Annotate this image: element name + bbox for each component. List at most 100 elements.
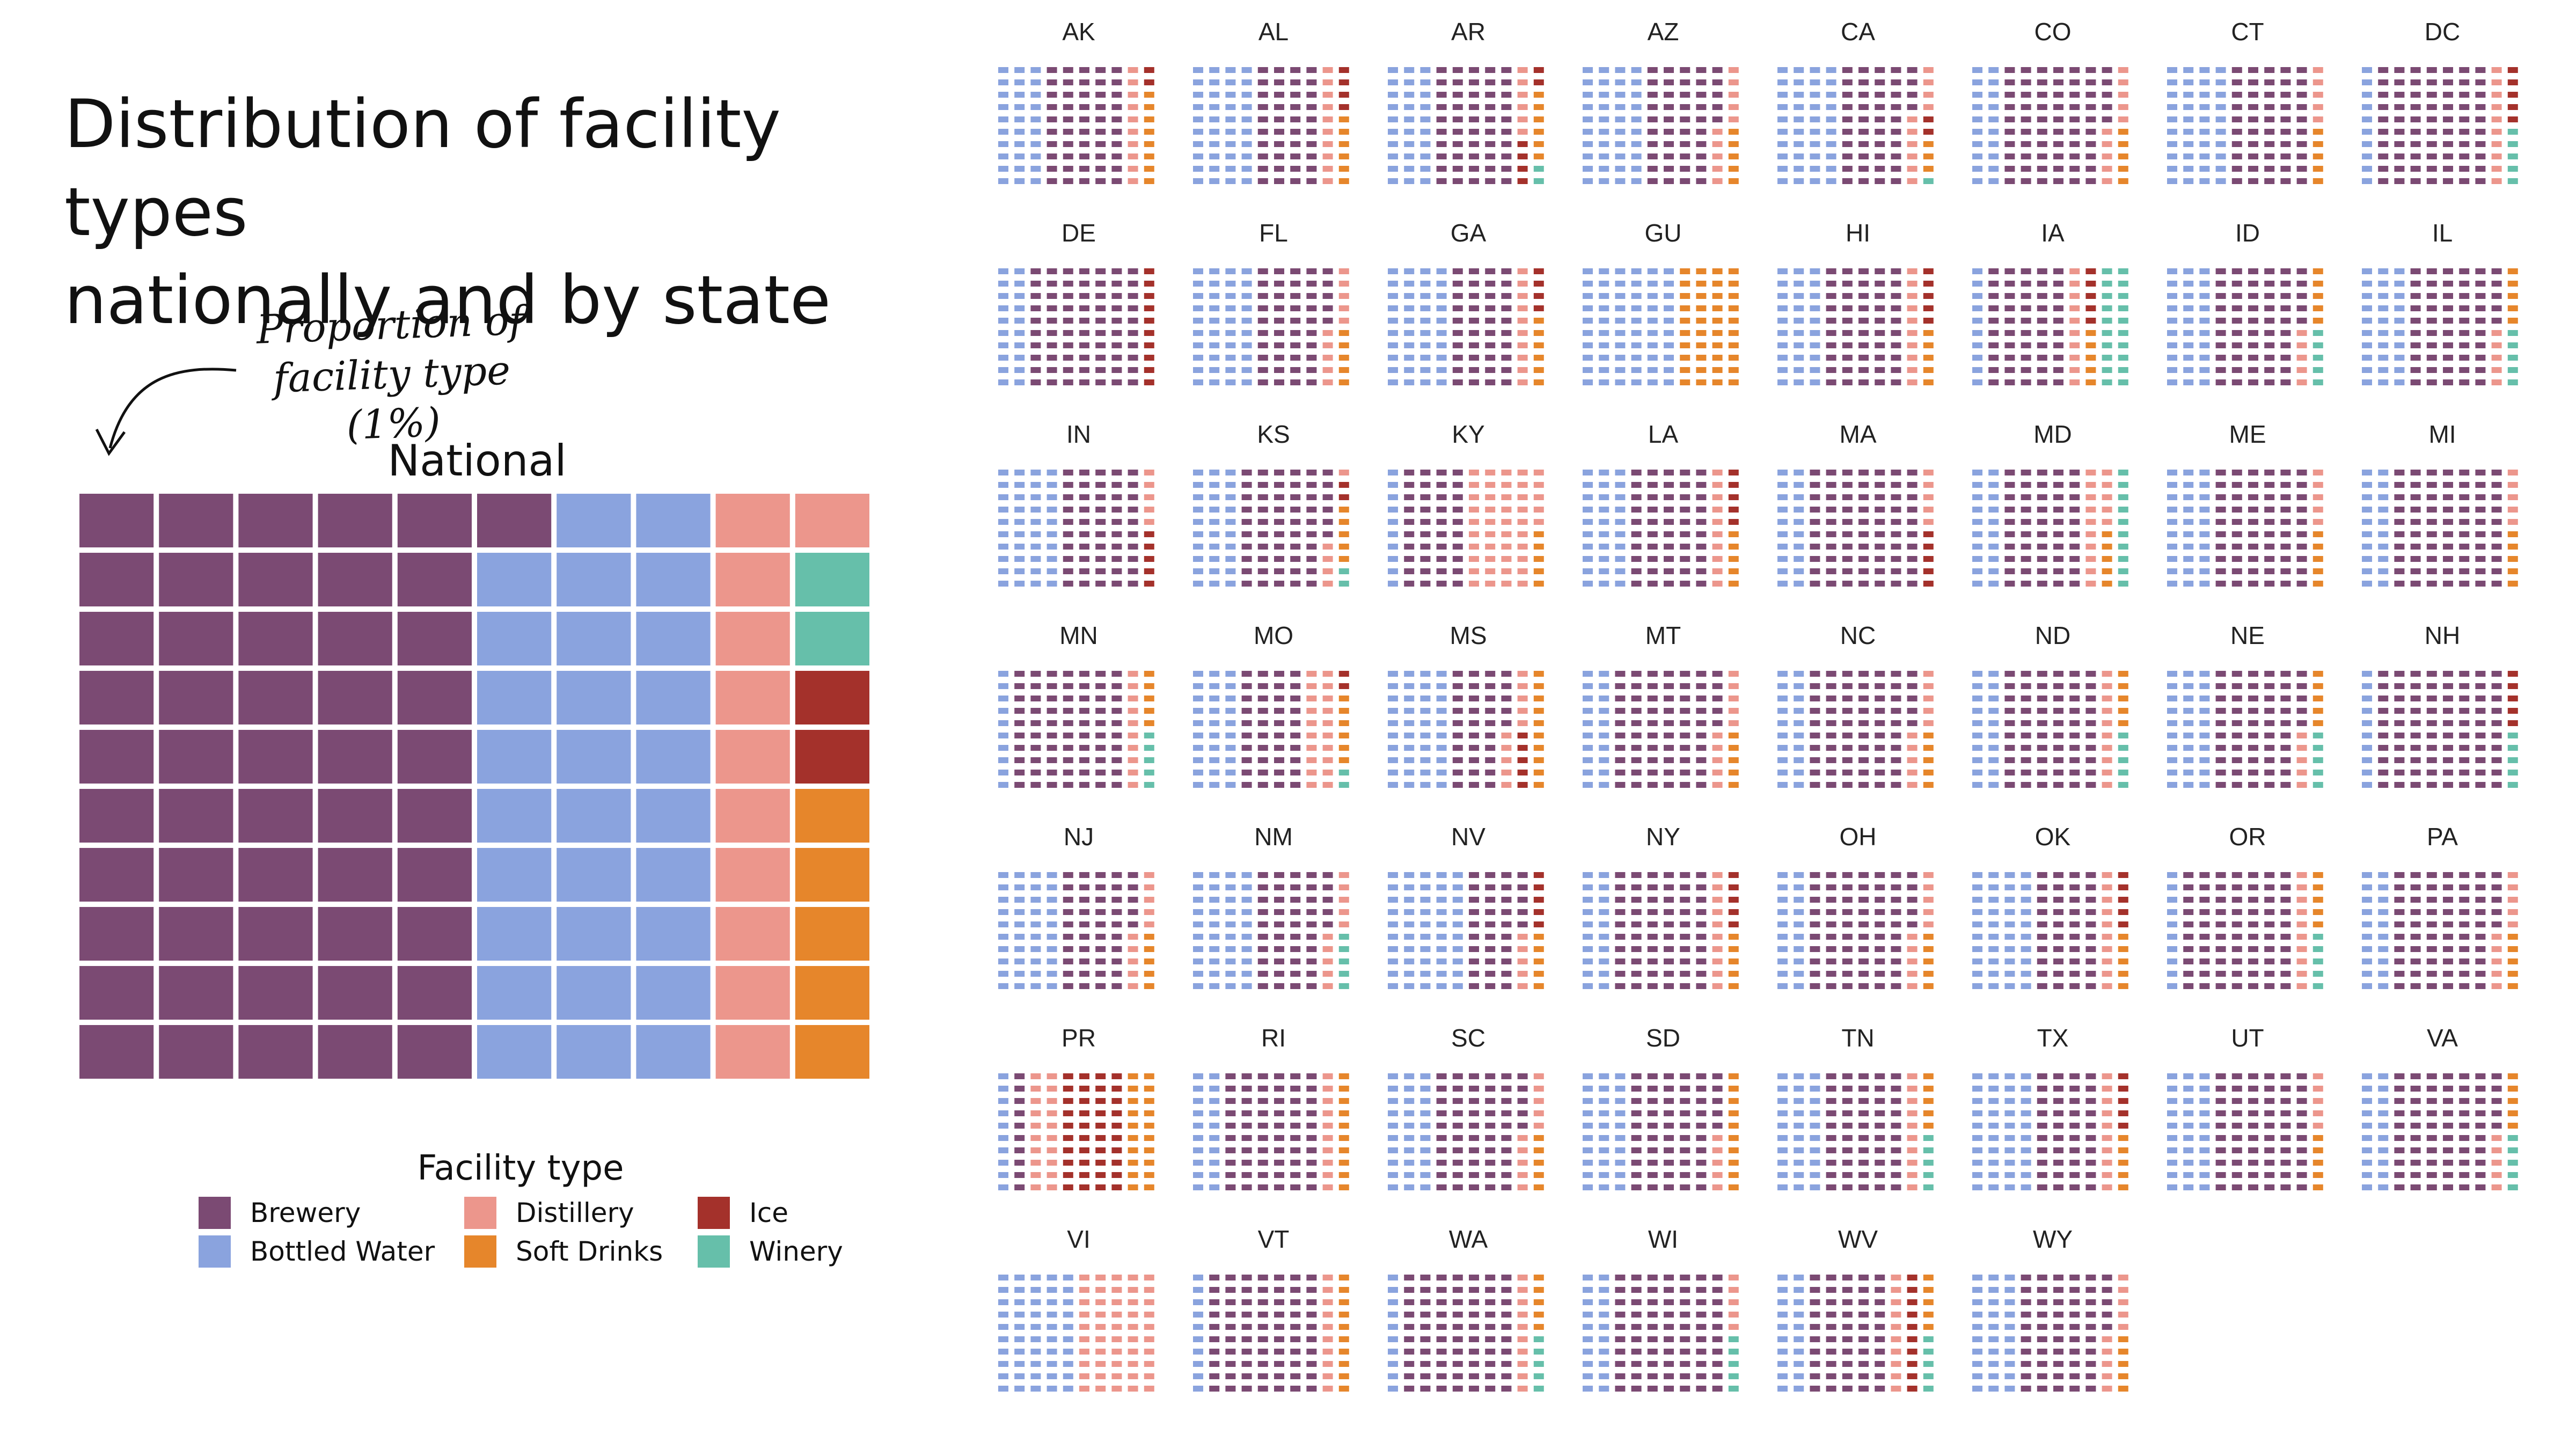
state-square-nd-brewery	[2069, 745, 2080, 751]
state-square-va-brewery	[2443, 1086, 2453, 1092]
state-square-ky-brewery	[1436, 568, 1447, 574]
state-square-va-brewery	[2426, 1184, 2437, 1190]
state-square-nj-brewery	[1128, 872, 1138, 878]
state-square-or-brewery	[2215, 983, 2226, 989]
state-square-il-bottled-water	[2394, 281, 2405, 287]
state-square-co-brewery	[2069, 153, 2080, 159]
state-square-ne-brewery	[2264, 733, 2275, 738]
state-square-vi-bottled-water	[1046, 1287, 1057, 1293]
state-square-hi-ice	[1923, 318, 1934, 324]
state-square-ct-bottled-water	[2183, 166, 2194, 172]
state-square-md-brewery	[2037, 531, 2047, 537]
state-square-de-brewery	[1063, 268, 1073, 274]
state-square-co-soft-drinks	[2118, 178, 2128, 184]
state-square-md-brewery	[2004, 482, 2015, 488]
state-square-al-bottled-water	[1209, 178, 1220, 184]
state-square-in-brewery	[1079, 470, 1089, 475]
state-square-ny-brewery	[1696, 983, 1707, 989]
state-square-tn-distillery	[1907, 1147, 1918, 1153]
state-square-sd-brewery	[1680, 1073, 1690, 1079]
state-square-pr-ice	[1079, 1184, 1089, 1190]
state-square-ky-distillery	[1469, 544, 1479, 550]
state-square-tx-soft-drinks	[2118, 1135, 2128, 1141]
state-square-mo-brewery	[1241, 770, 1252, 775]
state-square-ct-bottled-water	[2167, 116, 2177, 122]
state-square-nj-brewery	[1063, 897, 1073, 903]
state-square-nc-brewery	[1858, 671, 1869, 677]
state-square-co-brewery	[2069, 67, 2080, 73]
state-square-nc-bottled-water	[1777, 757, 1788, 763]
state-square-mo-bottled-water	[1225, 757, 1236, 763]
state-square-fl-brewery	[1274, 367, 1284, 373]
state-square-tx-brewery	[2037, 1086, 2047, 1092]
state-square-fl-brewery	[1306, 379, 1317, 385]
state-square-ut-bottled-water	[2183, 1184, 2194, 1190]
state-square-az-bottled-water	[1631, 141, 1642, 147]
state-square-nc-brewery	[1826, 708, 1836, 714]
state-square-tn-winery	[1923, 1147, 1934, 1153]
state-square-nv-bottled-water	[1388, 884, 1398, 890]
state-square-mn-brewery	[1014, 733, 1025, 738]
state-square-sc-brewery	[1452, 1184, 1463, 1190]
state-square-dc-bottled-water	[2362, 104, 2372, 110]
state-square-fl-brewery	[1257, 355, 1268, 361]
state-square-ak-bottled-water	[1014, 141, 1025, 147]
state-square-ne-brewery	[2280, 770, 2291, 775]
state-square-mi-bottled-water	[2378, 494, 2389, 500]
state-square-gu-bottled-water	[1615, 318, 1626, 324]
state-square-or-brewery	[2264, 884, 2275, 890]
state-square-in-brewery	[1063, 494, 1073, 500]
state-square-gu-bottled-water	[1615, 330, 1626, 336]
state-square-nm-bottled-water	[1209, 983, 1220, 989]
state-square-nm-bottled-water	[1193, 872, 1203, 878]
state-square-ia-winery	[2102, 342, 2112, 348]
state-square-ne-bottled-water	[2183, 770, 2194, 775]
state-square-nd-bottled-water	[1972, 745, 1982, 751]
state-square-mn-brewery	[1095, 708, 1106, 714]
state-square-nc-distillery	[1923, 708, 1934, 714]
state-square-ak-brewery	[1046, 129, 1057, 135]
state-square-ny-bottled-water	[1583, 909, 1593, 915]
state-square-in-bottled-water	[998, 556, 1008, 562]
state-square-de-brewery	[1128, 379, 1138, 385]
state-square-ma-brewery	[1875, 519, 1885, 525]
state-square-in-bottled-water	[1046, 482, 1057, 488]
state-square-ga-brewery	[1485, 355, 1496, 361]
state-square-ar-brewery	[1436, 92, 1447, 98]
state-square-or-brewery	[2280, 983, 2291, 989]
state-square-mt-distillery	[1712, 770, 1723, 775]
state-square-tx-brewery	[2069, 1135, 2080, 1141]
state-square-tn-bottled-water	[1777, 1073, 1788, 1079]
state-square-ok-bottled-water	[1988, 872, 1999, 878]
state-square-hi-bottled-water	[1777, 367, 1788, 373]
state-square-al-brewery	[1306, 92, 1317, 98]
state-square-ri-bottled-water	[1209, 1147, 1220, 1153]
state-square-in-brewery	[1095, 470, 1106, 475]
state-square-nm-distillery	[1322, 958, 1333, 964]
state-square-pr-soft-drinks	[1144, 1110, 1154, 1116]
state-square-ga-bottled-water	[1436, 379, 1447, 385]
state-square-ca-brewery	[1907, 104, 1918, 110]
state-square-ma-brewery	[1907, 581, 1918, 587]
state-square-il-bottled-water	[2378, 342, 2389, 348]
state-square-ct-brewery	[2264, 104, 2275, 110]
state-square-tn-soft-drinks	[1923, 1110, 1934, 1116]
state-square-nh-bottled-water	[2362, 757, 2372, 763]
state-square-nc-brewery	[1810, 683, 1820, 689]
state-square-ri-bottled-water	[1193, 1073, 1203, 1079]
state-square-hi-brewery	[1842, 268, 1853, 274]
state-square-nc-brewery	[1858, 745, 1869, 751]
state-square-nj-bottled-water	[998, 946, 1008, 952]
state-square-al-bottled-water	[1209, 153, 1220, 159]
state-square-ok-bottled-water	[2021, 983, 2031, 989]
state-square-mo-ice	[1338, 683, 1349, 689]
state-square-ga-bottled-water	[1420, 305, 1431, 311]
state-square-va-brewery	[2394, 1184, 2405, 1190]
state-square-ct-brewery	[2264, 178, 2275, 184]
state-square-nc-brewery	[1826, 745, 1836, 751]
state-square-sd-brewery	[1696, 1123, 1707, 1129]
state-square-ar-bottled-water	[1404, 129, 1415, 135]
state-square-ct-bottled-water	[2215, 92, 2226, 98]
state-square-ca-ice	[1923, 116, 1934, 122]
state-square-sc-brewery	[1469, 1172, 1479, 1178]
